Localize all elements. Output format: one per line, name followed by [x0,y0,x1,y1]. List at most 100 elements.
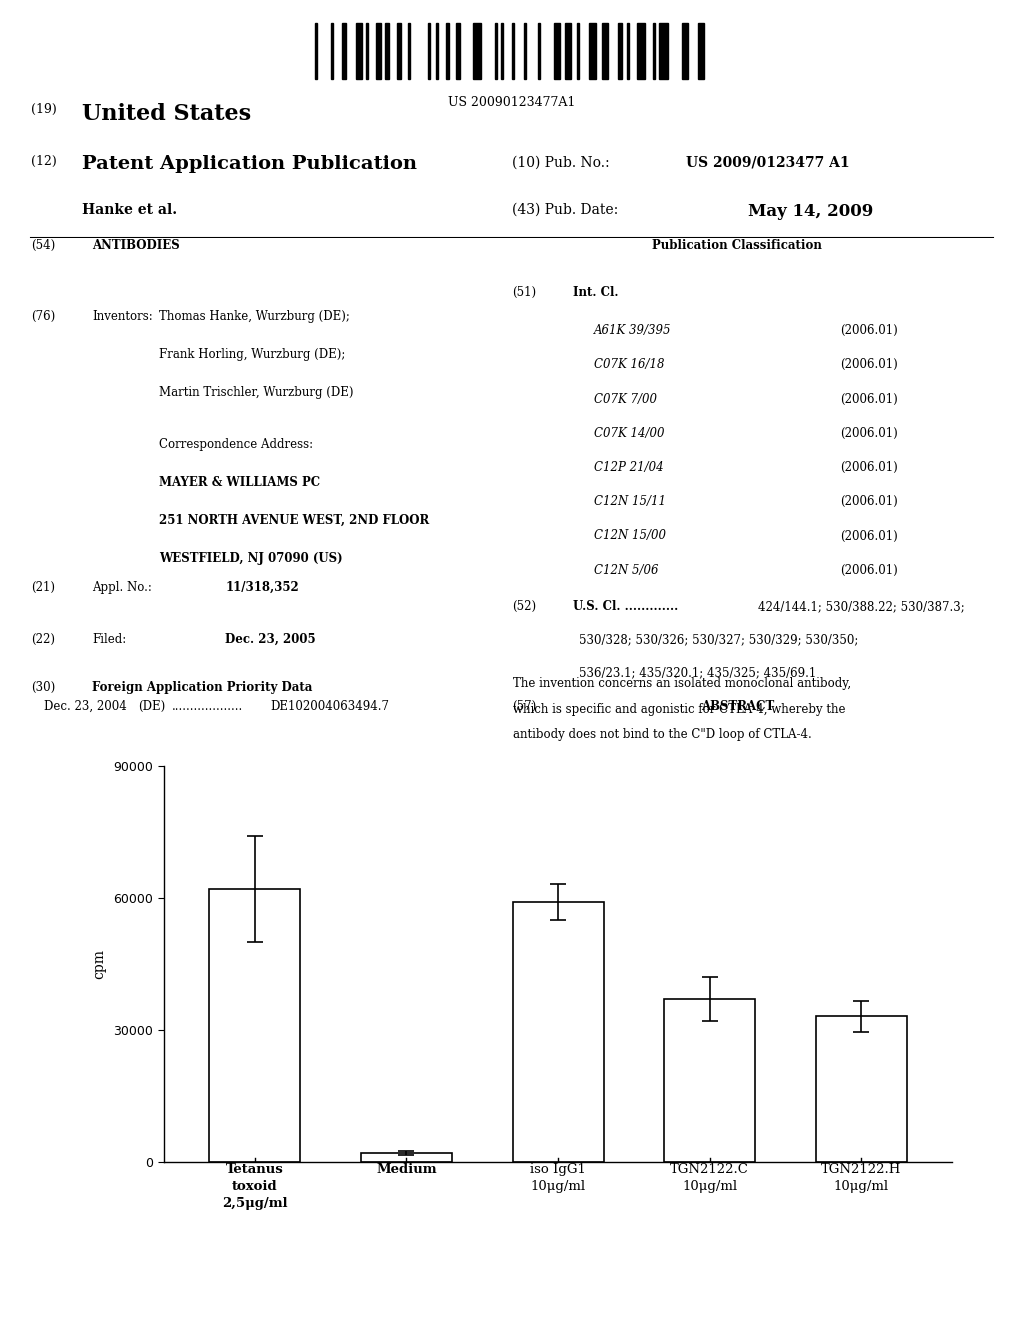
Text: Publication Classification: Publication Classification [652,239,822,252]
Bar [816,1016,907,1162]
Bar [446,24,449,79]
Text: C12P 21/04: C12P 21/04 [594,461,664,474]
Text: (30): (30) [31,681,55,693]
Text: 251 NORTH AVENUE WEST, 2ND FLOOR: 251 NORTH AVENUE WEST, 2ND FLOOR [159,515,429,527]
Text: (54): (54) [31,239,55,252]
Text: Int. Cl.: Int. Cl. [573,286,618,300]
Text: (2006.01): (2006.01) [840,392,897,405]
Bar [539,24,541,79]
Text: US 2009/0123477 A1: US 2009/0123477 A1 [686,156,850,169]
Bar [495,24,497,79]
Text: C12N 15/00: C12N 15/00 [594,529,666,543]
Text: (19): (19) [31,103,56,116]
Bar [524,24,526,79]
Bar [367,24,369,79]
Text: MAYER & WILLIAMS PC: MAYER & WILLIAMS PC [159,477,319,490]
Text: 530/328; 530/326; 530/327; 530/329; 530/350;: 530/328; 530/326; 530/327; 530/329; 530/… [579,634,858,645]
Text: U.S. Cl. .............: U.S. Cl. ............. [573,599,679,612]
Text: Dec. 23, 2004: Dec. 23, 2004 [44,700,127,713]
Text: Medium: Medium [376,1163,437,1176]
Text: 424/144.1; 530/388.22; 530/387.3;: 424/144.1; 530/388.22; 530/387.3; [758,599,965,612]
Bar [665,999,756,1162]
Bar [473,24,481,79]
Text: ABSTRACT: ABSTRACT [700,700,774,713]
Text: C12N 15/11: C12N 15/11 [594,495,666,508]
Bar [332,24,334,79]
Text: 536/23.1; 435/320.1; 435/325; 435/69.1: 536/23.1; 435/320.1; 435/325; 435/69.1 [579,667,816,680]
Text: Patent Application Publication: Patent Application Publication [82,156,417,173]
Text: DE102004063494.7: DE102004063494.7 [270,700,389,713]
Text: C12N 5/06: C12N 5/06 [594,564,658,577]
Text: TGN2122.H
10μg/ml: TGN2122.H 10μg/ml [821,1163,901,1193]
Bar [653,24,655,79]
Text: (2006.01): (2006.01) [840,564,897,577]
Bar [377,24,381,79]
Bar [315,24,317,79]
Text: (51): (51) [512,286,537,300]
Text: Correspondence Address:: Correspondence Address: [159,438,313,451]
Text: ANTIBODIES: ANTIBODIES [92,239,180,252]
Text: (52): (52) [512,599,537,612]
Text: Frank Horling, Wurzburg (DE);: Frank Horling, Wurzburg (DE); [159,348,345,360]
Text: United States: United States [82,103,251,125]
Text: WESTFIELD, NJ 07090 (US): WESTFIELD, NJ 07090 (US) [159,552,342,565]
Text: Appl. No.:: Appl. No.: [92,581,152,594]
Text: C07K 7/00: C07K 7/00 [594,392,657,405]
Text: (22): (22) [31,634,54,645]
Bar [513,902,603,1162]
Bar [502,24,504,79]
Text: (43) Pub. Date:: (43) Pub. Date: [512,203,618,216]
Text: 11/318,352: 11/318,352 [225,581,299,594]
Text: (76): (76) [31,310,55,323]
Text: C07K 16/18: C07K 16/18 [594,359,665,371]
Text: iso IgG1
10μg/ml: iso IgG1 10μg/ml [530,1163,586,1193]
Bar [618,24,623,79]
Text: (12): (12) [31,156,56,168]
Bar [397,24,401,79]
Bar [361,1152,452,1162]
Text: (57): (57) [512,700,537,713]
Text: Martin Trischler, Wurzburg (DE): Martin Trischler, Wurzburg (DE) [159,385,353,399]
Text: (DE): (DE) [137,700,165,713]
Text: (2006.01): (2006.01) [840,359,897,371]
Bar [659,24,668,79]
Bar [436,24,438,79]
Bar [385,24,389,79]
Text: (21): (21) [31,581,54,594]
Text: ...................: ................... [172,700,244,713]
Y-axis label: cpm: cpm [92,949,106,978]
Text: Hanke et al.: Hanke et al. [82,203,177,216]
Text: The invention concerns an isolated monoclonal antibody,: The invention concerns an isolated monoc… [513,677,851,690]
Bar [554,24,560,79]
Text: May 14, 2009: May 14, 2009 [748,203,872,219]
Bar [408,24,410,79]
Text: Dec. 23, 2005: Dec. 23, 2005 [225,634,316,645]
Text: (10) Pub. No.:: (10) Pub. No.: [512,156,609,169]
Text: TGN2122.C
10μg/ml: TGN2122.C 10μg/ml [671,1163,750,1193]
Bar [565,24,571,79]
Text: (2006.01): (2006.01) [840,325,897,337]
Text: Tetanus
toxoid
2,5μg/ml: Tetanus toxoid 2,5μg/ml [222,1163,288,1210]
Bar [627,24,629,79]
Bar [342,24,346,79]
Bar [698,24,705,79]
Text: US 20090123477A1: US 20090123477A1 [449,96,575,108]
Text: A61K 39/395: A61K 39/395 [594,325,672,337]
Text: Filed:: Filed: [92,634,126,645]
Text: antibody does not bind to the C"D loop of CTLA-4.: antibody does not bind to the C"D loop o… [513,727,812,741]
Bar [637,24,645,79]
Text: (2006.01): (2006.01) [840,495,897,508]
Text: Inventors:: Inventors: [92,310,153,323]
Bar [512,24,514,79]
Bar [590,24,596,79]
Text: (2006.01): (2006.01) [840,426,897,440]
Bar [209,888,300,1162]
Text: (2006.01): (2006.01) [840,461,897,474]
Bar [602,24,608,79]
Text: C07K 14/00: C07K 14/00 [594,426,665,440]
Bar [355,24,361,79]
Text: Thomas Hanke, Wurzburg (DE);: Thomas Hanke, Wurzburg (DE); [159,310,349,323]
Bar [457,24,461,79]
Text: (2006.01): (2006.01) [840,529,897,543]
Bar [578,24,580,79]
